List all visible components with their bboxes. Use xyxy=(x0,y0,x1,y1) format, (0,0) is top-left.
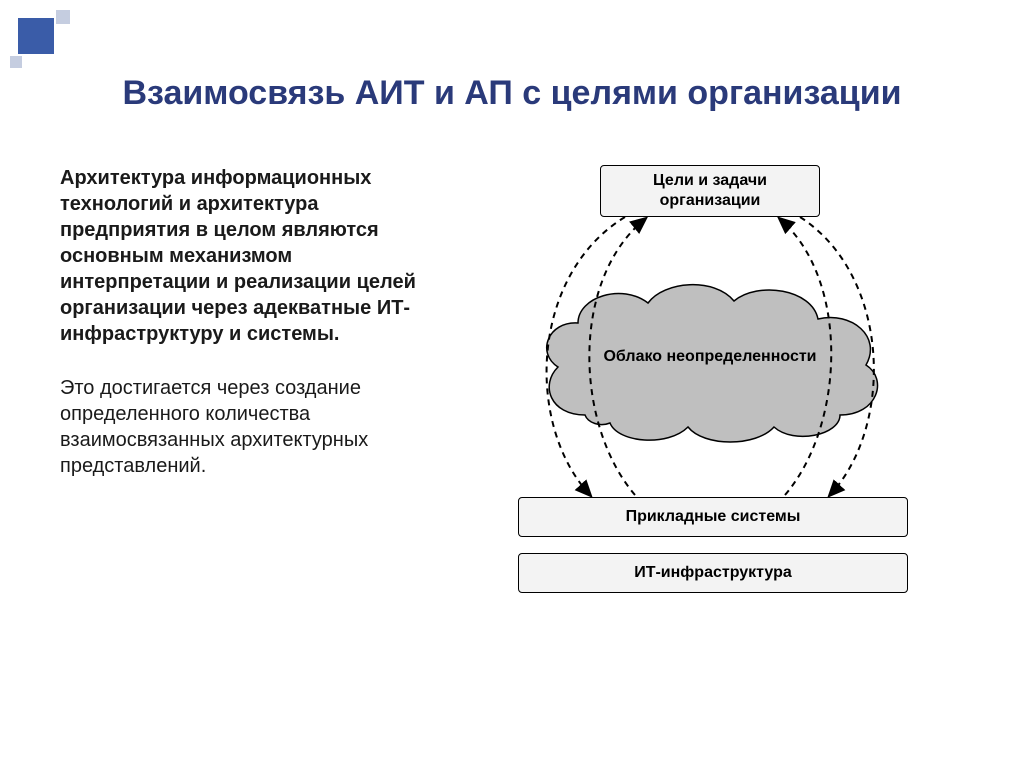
node-cloud: Облако неопределенности xyxy=(530,275,890,455)
node-it-infra: ИТ-инфраструктура xyxy=(518,553,908,593)
node-applied-systems: Прикладные системы xyxy=(518,497,908,537)
cloud-label: Облако неопределенности xyxy=(530,347,890,367)
content-row: Архитектура информационных технологий и … xyxy=(0,135,1024,605)
slide-title: Взаимосвязь АИТ и АП с целями организаци… xyxy=(0,0,1024,135)
paragraph-bold: Архитектура информационных технологий и … xyxy=(60,165,440,347)
node-goals: Цели и задачи организации xyxy=(600,165,820,217)
diagram: Цели и задачи организации Облако неопред… xyxy=(470,165,950,605)
text-column: Архитектура информационных технологий и … xyxy=(60,165,440,605)
paragraph-body: Это достигается через создание определен… xyxy=(60,375,440,479)
